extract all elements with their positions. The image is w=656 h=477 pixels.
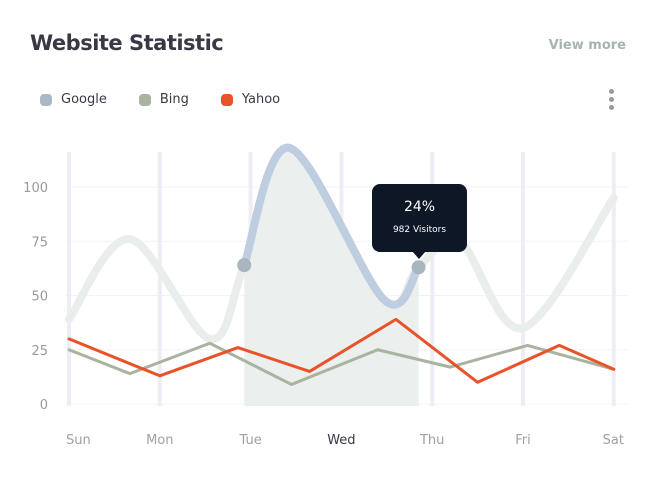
tooltip-percent: 24%	[403, 199, 436, 215]
x-tick-label: Fri	[515, 433, 531, 448]
bing-swatch	[138, 93, 151, 106]
legend: Google Bing Yahoo	[40, 92, 312, 107]
x-tick-label: Sun	[66, 433, 91, 448]
legend-item-bing[interactable]: Bing	[138, 92, 189, 107]
highlight-area	[244, 147, 419, 407]
more-options-icon[interactable]	[609, 89, 615, 113]
x-tick-label: Tue	[238, 433, 261, 448]
legend-label: Yahoo	[241, 92, 281, 107]
legend-item-yahoo[interactable]: Yahoo	[220, 92, 281, 107]
view-more-link[interactable]: View more	[548, 38, 626, 53]
series-yahoo-line	[67, 317, 616, 384]
google-swatch	[40, 93, 52, 106]
x-tick-label: Wed	[327, 433, 355, 448]
tooltip-visitors: 982 Visitors	[392, 225, 447, 235]
legend-item-google[interactable]: Google	[40, 92, 107, 107]
tooltip: 24% 982 Visitors	[372, 184, 467, 259]
series-google-highlight	[240, 143, 423, 309]
x-tick-label: Sat	[603, 433, 624, 448]
page-title: Website Statistic	[30, 31, 224, 55]
y-tick-label: 25	[31, 344, 48, 359]
y-tick-label: 100	[23, 181, 48, 196]
y-tick-label: 50	[31, 290, 48, 305]
highlight-start-point	[237, 258, 252, 273]
highlight-end-point	[411, 260, 426, 275]
y-tick-label: 75	[31, 235, 48, 250]
x-tick-label: Mon	[146, 433, 173, 448]
legend-label: Bing	[159, 92, 189, 107]
y-tick-label: 0	[40, 398, 48, 413]
yahoo-swatch	[220, 93, 233, 106]
x-tick-label: Thu	[419, 433, 444, 448]
legend-label: Google	[61, 92, 107, 107]
